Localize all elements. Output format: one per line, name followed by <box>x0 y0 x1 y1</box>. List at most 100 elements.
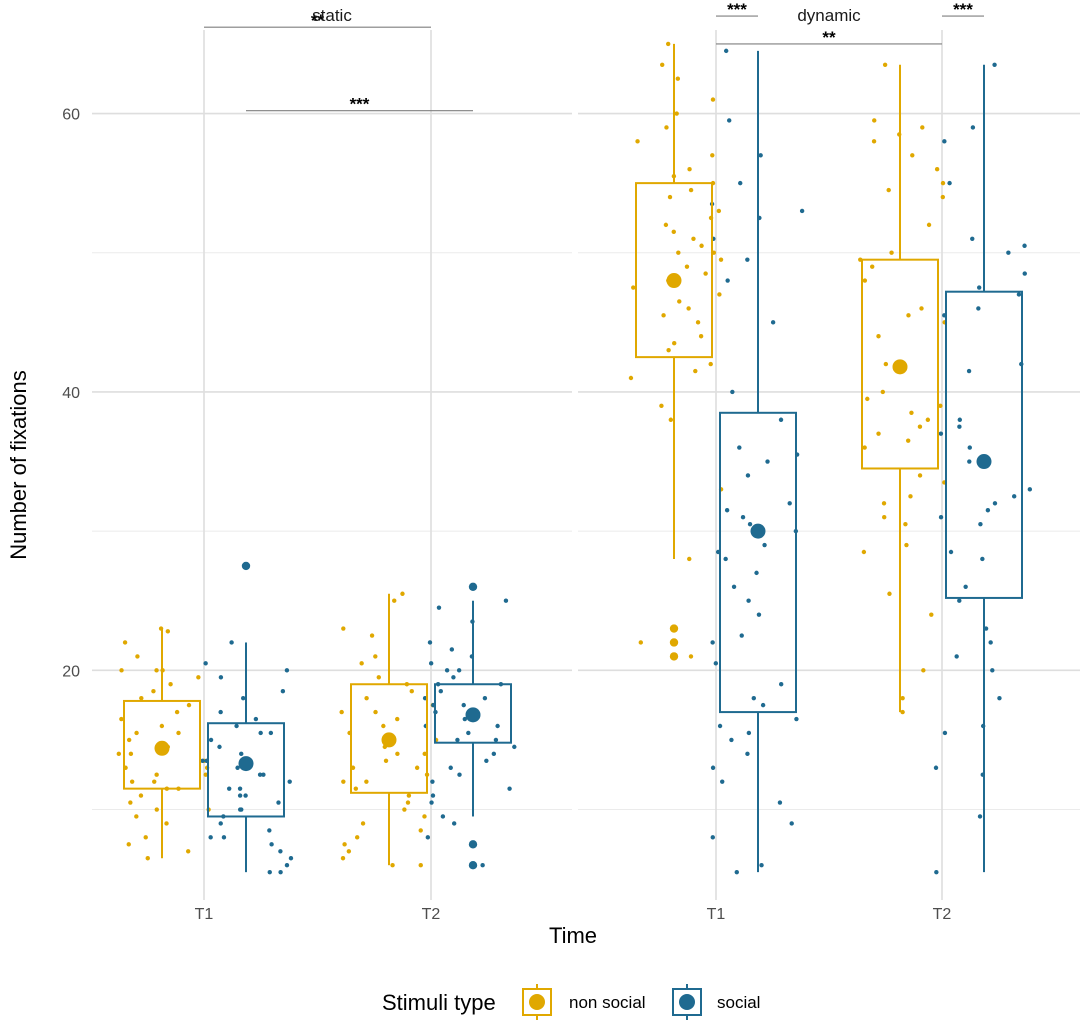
jitter-point <box>872 118 877 123</box>
jitter-point <box>980 556 985 562</box>
y-tick-label: 20 <box>62 663 80 680</box>
jitter-point <box>710 153 715 158</box>
jitter-point <box>970 125 976 130</box>
mean-point <box>154 740 170 756</box>
jitter-point <box>1027 487 1033 492</box>
outlier-point <box>241 561 251 571</box>
jitter-point <box>905 438 911 443</box>
jitter-point <box>745 473 751 478</box>
jitter-point <box>484 758 489 763</box>
jitter-point <box>723 48 729 54</box>
jitter-point <box>145 856 150 861</box>
jitter-point <box>341 779 346 784</box>
jitter-point <box>203 661 208 666</box>
jitter-point <box>997 695 1002 701</box>
jitter-point <box>671 229 676 235</box>
jitter-point <box>240 695 246 701</box>
jitter-point <box>667 194 673 200</box>
jitter-point <box>405 800 411 805</box>
jitter-point <box>985 508 991 513</box>
box <box>861 258 939 470</box>
jitter-point <box>665 41 671 47</box>
jitter-point <box>942 139 947 144</box>
jitter-point <box>703 271 708 276</box>
jitter-point <box>876 431 881 436</box>
jitter-point <box>122 640 128 645</box>
box <box>207 722 285 818</box>
jitter-point <box>883 361 889 367</box>
jitter-point <box>346 849 352 854</box>
y-axis-title: Number of fixations <box>6 370 31 560</box>
jitter-point <box>364 695 369 701</box>
mean-point <box>976 454 992 470</box>
jitter-point <box>756 612 762 617</box>
boxplot-dynamic-T1-social <box>719 50 797 873</box>
jitter-point <box>128 800 133 805</box>
jitter-point <box>948 549 954 555</box>
jitter-point <box>693 368 698 374</box>
jitter-point <box>239 751 244 757</box>
outlier-point <box>669 624 679 633</box>
jitter-point <box>138 793 144 798</box>
jitter-point <box>151 689 156 694</box>
jitter-point <box>267 869 272 875</box>
outlier-point <box>669 652 679 661</box>
jitter-point <box>934 167 940 172</box>
boxplot-dynamic-T2-social <box>945 64 1023 873</box>
jitter-point <box>422 751 427 757</box>
x-tick-label: T1 <box>707 906 726 923</box>
jitter-point <box>760 702 766 708</box>
jitter-point <box>739 633 744 638</box>
jitter-point <box>340 856 346 861</box>
jitter-point <box>218 709 223 715</box>
jitter-point <box>208 835 213 840</box>
jitter-point <box>717 292 722 297</box>
jitter-point <box>288 856 294 861</box>
box <box>434 683 512 744</box>
jitter-point <box>235 765 240 770</box>
jitter-point <box>152 779 157 784</box>
jitter-point <box>762 542 767 548</box>
box-layer <box>123 43 1023 873</box>
jitter-point <box>886 187 891 193</box>
jitter-point <box>1022 243 1027 248</box>
jitter-point <box>909 410 914 415</box>
box <box>635 182 713 359</box>
jitter-point <box>947 180 952 186</box>
jitter-point <box>154 772 159 777</box>
jitter-point <box>353 786 359 791</box>
jitter-point <box>237 807 243 812</box>
jitter-point <box>451 675 456 680</box>
jitter-point <box>978 521 983 527</box>
jitter-point <box>794 716 799 722</box>
box <box>123 699 201 790</box>
jitter-point <box>174 709 180 715</box>
jitter-point <box>887 591 892 596</box>
jitter-point <box>862 445 867 450</box>
jitter-point <box>390 863 395 868</box>
jitter-point <box>381 723 386 729</box>
jitter-point <box>725 278 730 283</box>
jitter-point <box>395 751 400 757</box>
jitter-point <box>661 313 666 318</box>
jitter-point <box>427 640 433 645</box>
boxplot-dynamic-T1-non-social <box>635 43 713 661</box>
jitter-point <box>436 605 442 610</box>
jitter-point <box>698 334 704 339</box>
jitter-point <box>284 668 290 673</box>
jitter-point <box>921 668 926 673</box>
jitter-point <box>747 521 753 527</box>
jitter-point <box>638 640 643 645</box>
jitter-point <box>954 654 959 659</box>
jitter-point <box>663 222 669 228</box>
jitter-point <box>280 689 286 694</box>
jitter-point <box>799 208 805 214</box>
jitter-point <box>284 863 290 868</box>
jitter-point <box>196 675 201 680</box>
jitter-point <box>428 661 434 666</box>
jitter-point <box>503 598 509 603</box>
jitter-point <box>341 626 346 631</box>
legend-label: non social <box>569 993 646 1012</box>
jitter-point <box>429 800 434 805</box>
jitter-point <box>759 863 764 868</box>
